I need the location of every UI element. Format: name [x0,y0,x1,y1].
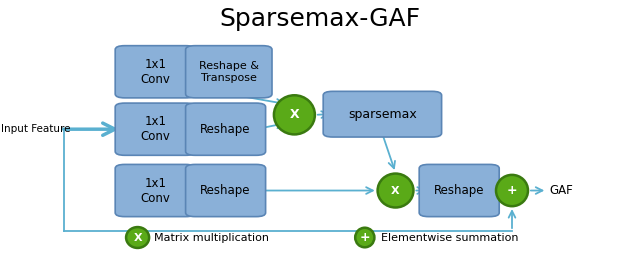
FancyBboxPatch shape [115,46,195,98]
Ellipse shape [378,174,413,207]
Ellipse shape [496,175,528,206]
FancyBboxPatch shape [115,103,195,155]
FancyBboxPatch shape [323,91,442,137]
Text: X: X [289,108,300,121]
Ellipse shape [355,228,374,247]
Text: X: X [391,186,400,195]
Text: 1x1
Conv: 1x1 Conv [140,176,170,205]
FancyBboxPatch shape [186,46,272,98]
FancyBboxPatch shape [115,164,195,217]
Text: 1x1
Conv: 1x1 Conv [140,58,170,86]
Ellipse shape [274,95,315,134]
Text: Reshape &
Transpose: Reshape & Transpose [199,61,259,82]
Text: Elementwise summation: Elementwise summation [381,233,518,242]
Text: Matrix multiplication: Matrix multiplication [154,233,269,242]
Text: Input Feature: Input Feature [1,124,71,134]
Text: sparsemax: sparsemax [348,108,417,121]
Text: X: X [133,233,142,242]
Text: GAF: GAF [549,184,573,197]
Text: +: + [507,184,517,197]
Text: Reshape: Reshape [200,123,251,136]
Text: 1x1
Conv: 1x1 Conv [140,115,170,143]
Text: Reshape: Reshape [434,184,484,197]
Text: Reshape: Reshape [200,184,251,197]
FancyBboxPatch shape [186,164,266,217]
Text: Sparsemax-GAF: Sparsemax-GAF [220,7,420,31]
Text: +: + [360,231,370,244]
FancyBboxPatch shape [419,164,499,217]
FancyBboxPatch shape [186,103,266,155]
Ellipse shape [126,227,149,248]
